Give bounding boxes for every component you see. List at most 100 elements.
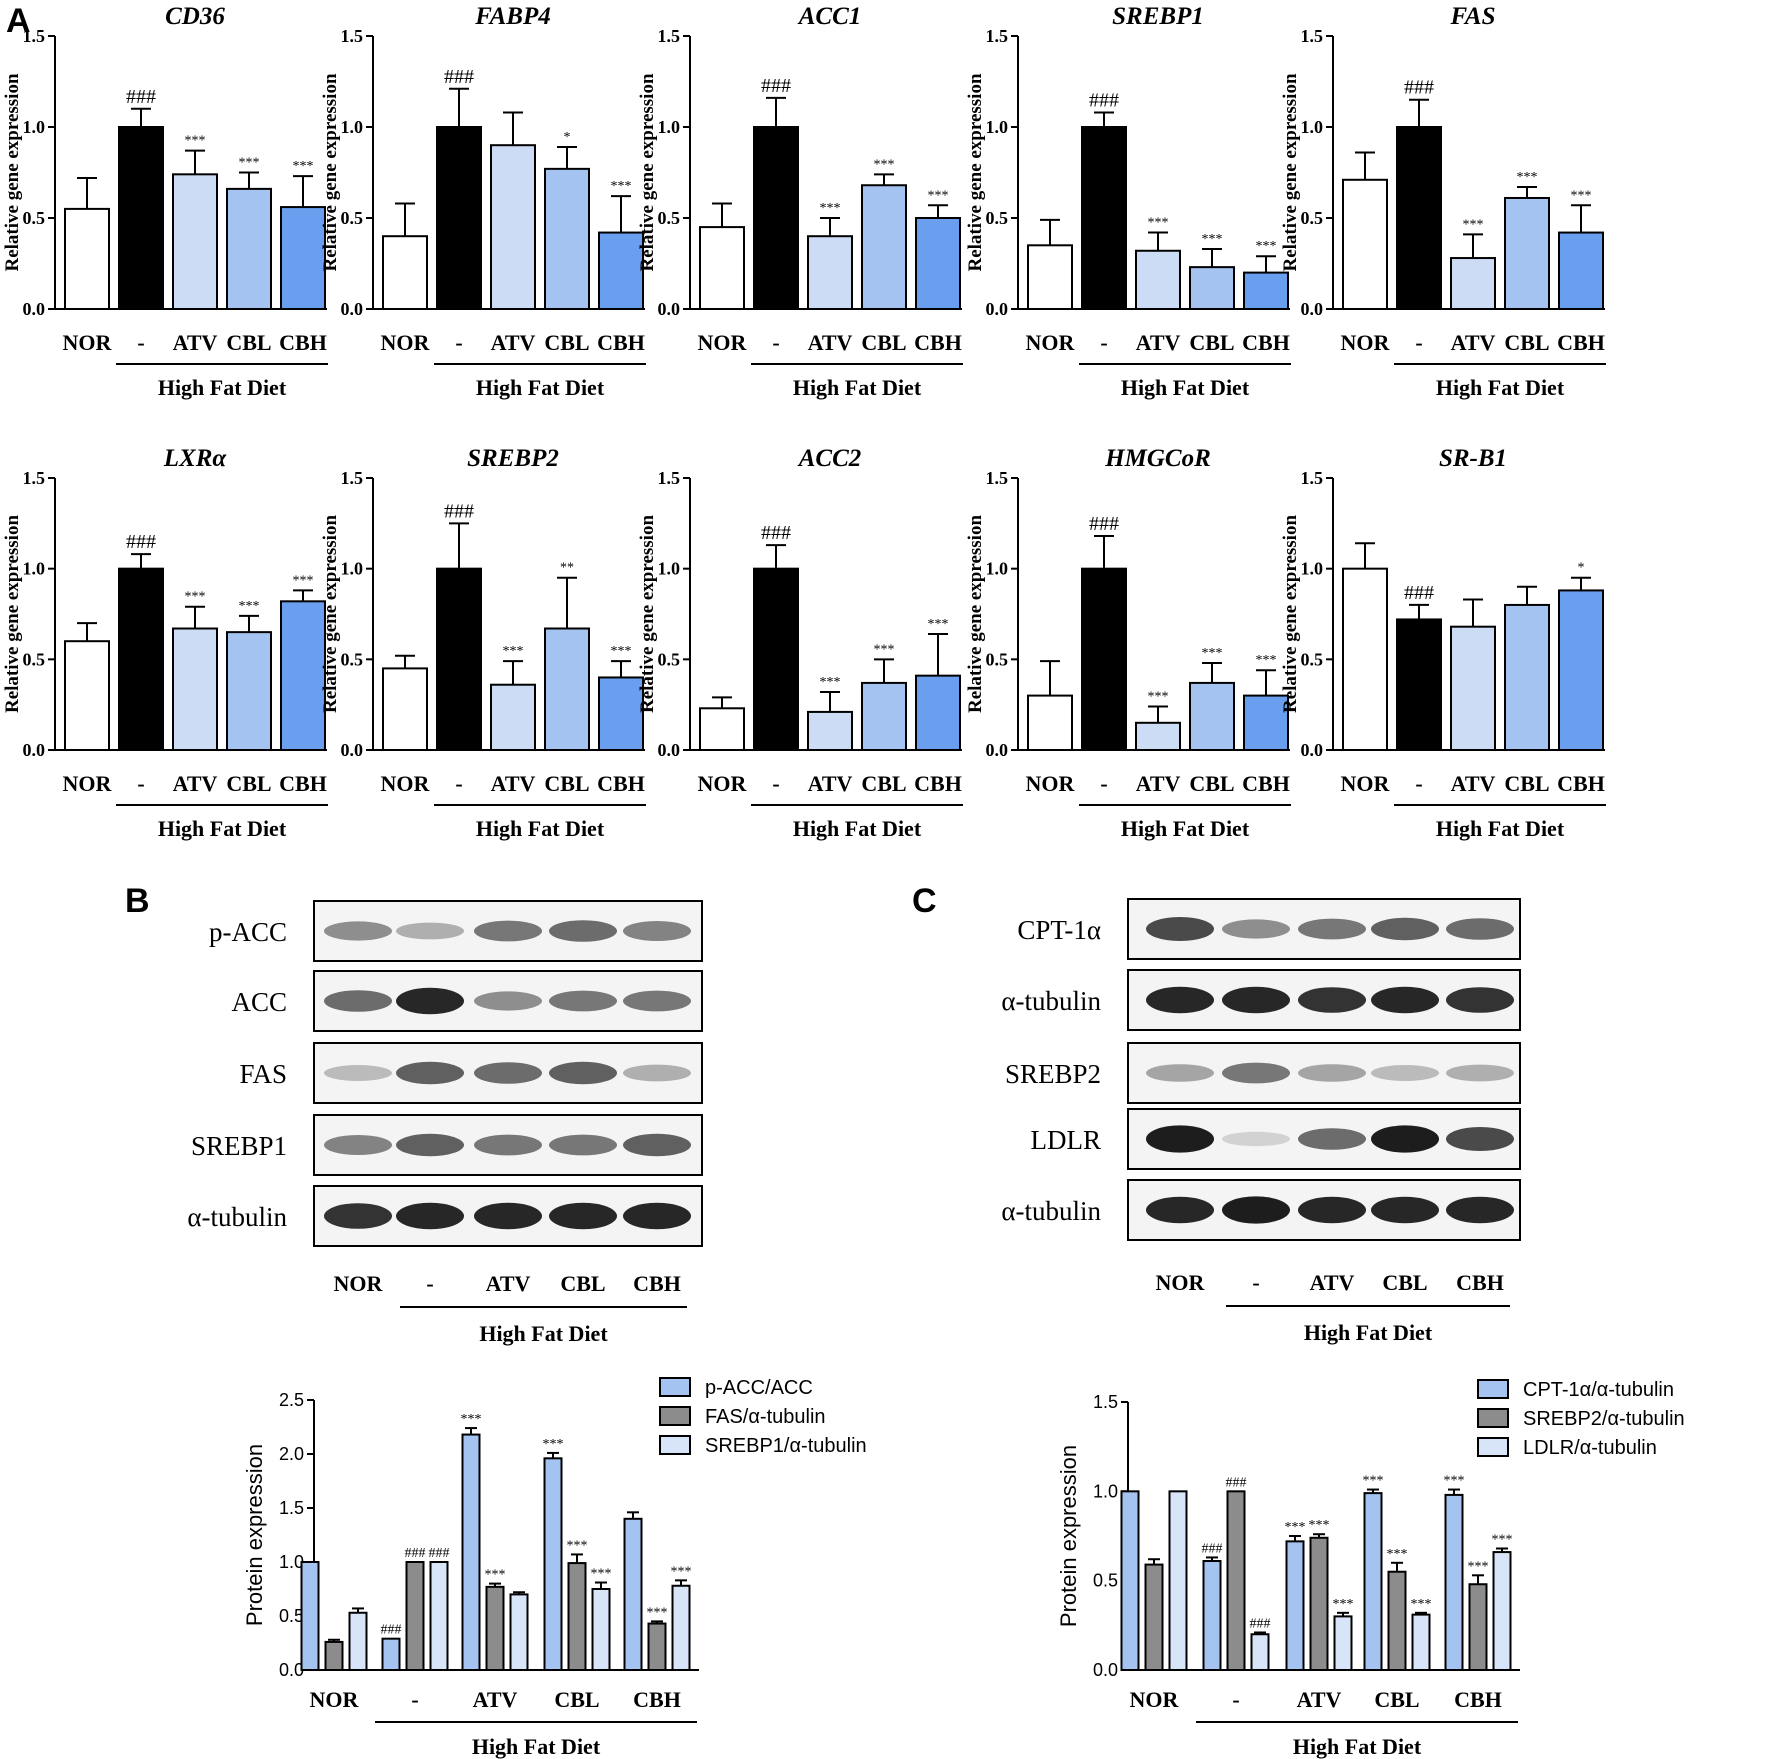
bar-5 [1558,589,1604,752]
blot-band [549,1134,617,1156]
category-label: NOR [698,330,748,355]
legend-swatch [659,1435,691,1455]
significance-label: *** [239,156,260,171]
bar-b-2 [567,1562,587,1671]
category-label: NOR [381,330,431,355]
y-tick-label: 0.5 [658,649,681,669]
y-tick-label: 1.0 [1301,117,1324,137]
gene-chart-0: CD36 0.0 0.5 1.0 1.5 Relative gene expression… [2,3,328,400]
category-label: CBH [597,771,645,796]
category-label: CBH [279,771,327,796]
gene-chart-8: HMGCoR 0.0 0.5 1.0 1.5 Relative gene expressi… [965,445,1291,841]
significance-label: *** [1411,1597,1432,1612]
bar-c-1 [1120,1490,1140,1672]
lane-label: NOR [1156,1270,1206,1295]
blot-band [474,1202,542,1230]
bar-b-1 [543,1457,563,1671]
panel-label-b: B [125,882,150,920]
significance-label: *** [928,188,949,203]
blot-band [1298,918,1366,940]
blot-band [1446,1196,1514,1224]
blot-band [1371,1196,1439,1224]
significance-label: ### [1404,77,1434,99]
y-tick-label: 0.0 [658,299,681,319]
bar-4 [1504,603,1550,752]
legend-label: SREBP1/α-tubulin [705,1435,867,1457]
chart-title: LXRα [163,445,228,472]
category-label: CBH [1557,771,1605,796]
y-axis-label: Relative gene expression [965,515,986,713]
blot-band [396,922,464,940]
protein-chart-b: 0.0 0.5 1.0 1.5 2.0 2.5 Protein expression NOR #… [242,1377,867,1759]
significance-label: *** [1387,1547,1408,1562]
bar-b-2 [485,1585,505,1671]
y-tick-label: 0.0 [1301,740,1324,760]
bar-3 [172,627,218,751]
bar-3 [807,710,853,751]
chart-title: ACC2 [797,445,862,472]
blot-band [549,920,617,942]
significance-label: * [564,130,571,145]
category-label: ATV [173,330,218,355]
significance-label: *** [1202,646,1223,661]
y-tick-label: 0.5 [658,208,681,228]
bar-4 [1189,681,1235,752]
bar-b-3 [671,1584,691,1672]
category-label: ATV [473,1687,518,1712]
blot-band [396,1133,464,1157]
y-tick-label: 1.0 [986,559,1009,579]
category-label: NOR [63,771,113,796]
y-tick-label: 0.0 [986,299,1009,319]
significance-label: *** [1309,1518,1330,1533]
blot-label: SREBP1 [191,1131,287,1161]
y-tick-label: 1.0 [279,1552,304,1572]
category-label: CBL [861,771,906,796]
gene-chart-3: SREBP1 0.0 0.5 1.0 1.5 Relative gene expressi… [965,3,1291,400]
bar-4 [544,167,590,310]
category-label: ATV [173,771,218,796]
blot-band [1146,1064,1214,1082]
blot-band [623,1133,691,1157]
bar-3 [490,683,536,751]
significance-label: *** [461,1412,482,1427]
significance-label: *** [1285,1520,1306,1535]
significance-label: ### [429,1546,450,1561]
bar-c-2 [1468,1583,1488,1671]
bar-1 [1027,244,1073,311]
bar-4 [1504,196,1550,310]
y-tick-label: 0.0 [658,740,681,760]
significance-label: *** [239,599,260,614]
panel-label-c: C [912,882,937,920]
category-label: CBH [914,330,962,355]
y-tick-label: 0.0 [1301,299,1324,319]
category-label: CBL [544,771,589,796]
blot-band [324,921,392,941]
y-tick-label: 0.5 [986,208,1009,228]
category-label: CBH [914,771,962,796]
bar-c-1 [1363,1492,1383,1671]
bar-1 [382,235,428,310]
category-label: CBH [597,330,645,355]
y-tick-label: 0.5 [23,208,46,228]
blot-label: p-ACC [209,917,287,947]
y-tick-label: 0.0 [23,740,46,760]
y-tick-label: 1.0 [658,117,681,137]
y-tick-label: 1.5 [341,26,364,46]
y-axis-label: Protein expression [242,1444,267,1626]
significance-label: *** [647,1605,668,1620]
significance-label: *** [1363,1474,1384,1489]
bar-c-3 [1492,1551,1512,1671]
category-label: NOR [1026,771,1076,796]
significance-label: *** [874,642,895,657]
y-axis-label: Relative gene expression [320,73,341,271]
bar-3 [1135,721,1181,751]
gene-chart-7: ACC2 0.0 0.5 1.0 1.5 Relative gene expression… [637,445,963,841]
category-label: ATV [1451,330,1496,355]
bar-2 [436,126,482,310]
blot-band [1146,1196,1214,1224]
gene-chart-5: LXRα 0.0 0.5 1.0 1.5 Relative gene expression… [2,445,328,841]
y-axis-label: Relative gene expression [320,515,341,713]
y-tick-label: 0.0 [986,740,1009,760]
significance-label: *** [1256,239,1277,254]
chart-title: SREBP1 [1112,3,1204,30]
